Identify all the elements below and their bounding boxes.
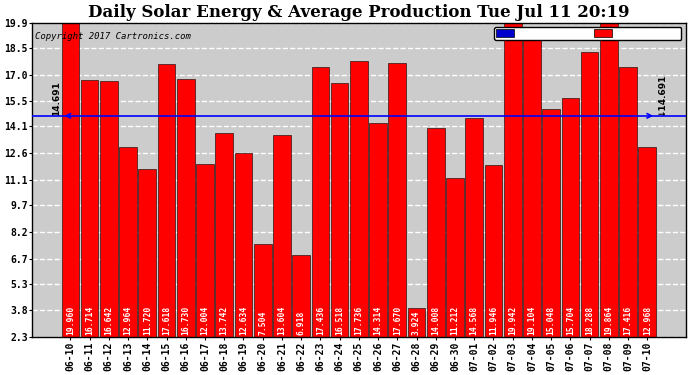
- Text: 12.004: 12.004: [201, 305, 210, 334]
- Bar: [638, 147, 656, 337]
- Text: 14.314: 14.314: [373, 305, 382, 334]
- Text: 16.730: 16.730: [181, 305, 190, 334]
- Bar: [465, 118, 483, 337]
- Text: 11.720: 11.720: [143, 305, 152, 334]
- Text: 12.964: 12.964: [124, 305, 132, 334]
- Text: 17.736: 17.736: [355, 305, 364, 334]
- Text: 6.918: 6.918: [297, 310, 306, 334]
- Text: 19.864: 19.864: [604, 305, 613, 334]
- Text: 17.436: 17.436: [316, 305, 325, 334]
- Bar: [119, 147, 137, 337]
- Text: 13.742: 13.742: [219, 305, 228, 334]
- Bar: [446, 178, 464, 337]
- Text: 17.670: 17.670: [393, 305, 402, 334]
- Text: 16.642: 16.642: [104, 305, 113, 334]
- Text: 15.704: 15.704: [566, 305, 575, 334]
- Title: Daily Solar Energy & Average Production Tue Jul 11 20:19: Daily Solar Energy & Average Production …: [88, 4, 629, 21]
- Text: 16.714: 16.714: [85, 305, 94, 334]
- Bar: [350, 62, 368, 337]
- Bar: [581, 51, 598, 337]
- Bar: [408, 308, 425, 337]
- Bar: [235, 153, 253, 337]
- Text: 14.008: 14.008: [431, 305, 440, 334]
- Bar: [254, 244, 272, 337]
- Text: 12.634: 12.634: [239, 305, 248, 334]
- Bar: [427, 128, 444, 337]
- Text: 12.968: 12.968: [643, 305, 652, 334]
- Text: 16.518: 16.518: [335, 305, 344, 334]
- Bar: [331, 83, 348, 337]
- Bar: [369, 123, 387, 337]
- Bar: [196, 164, 214, 337]
- Text: Copyright 2017 Cartronics.com: Copyright 2017 Cartronics.com: [35, 32, 191, 41]
- Text: 17.618: 17.618: [162, 305, 171, 334]
- Bar: [542, 110, 560, 337]
- Text: 13.604: 13.604: [277, 305, 286, 334]
- Text: 7.504: 7.504: [258, 310, 267, 334]
- Text: 14.568: 14.568: [470, 305, 479, 334]
- Legend: Average  (kWh), Daily  (kWh): Average (kWh), Daily (kWh): [494, 27, 681, 40]
- Text: 19.942: 19.942: [508, 305, 518, 334]
- Text: 17.416: 17.416: [624, 305, 633, 334]
- Bar: [81, 80, 99, 337]
- Bar: [600, 23, 618, 337]
- Bar: [562, 98, 579, 337]
- Bar: [215, 133, 233, 337]
- Bar: [619, 67, 637, 337]
- Text: 3.924: 3.924: [412, 310, 421, 334]
- Bar: [388, 63, 406, 337]
- Text: 11.946: 11.946: [489, 305, 498, 334]
- Text: 19.960: 19.960: [66, 305, 75, 334]
- Bar: [311, 67, 329, 337]
- Bar: [158, 63, 175, 337]
- Bar: [139, 169, 156, 337]
- Text: ↓14.691: ↓14.691: [657, 74, 666, 116]
- Bar: [273, 135, 290, 337]
- Bar: [100, 81, 118, 337]
- Bar: [61, 22, 79, 337]
- Bar: [293, 255, 310, 337]
- Text: 14.691: 14.691: [52, 81, 61, 116]
- Text: 19.104: 19.104: [527, 305, 536, 334]
- Text: 11.212: 11.212: [451, 305, 460, 334]
- Text: 15.048: 15.048: [546, 305, 555, 334]
- Bar: [177, 80, 195, 337]
- Bar: [484, 165, 502, 337]
- Bar: [504, 22, 522, 337]
- Text: 18.288: 18.288: [585, 305, 594, 334]
- Bar: [523, 37, 541, 337]
